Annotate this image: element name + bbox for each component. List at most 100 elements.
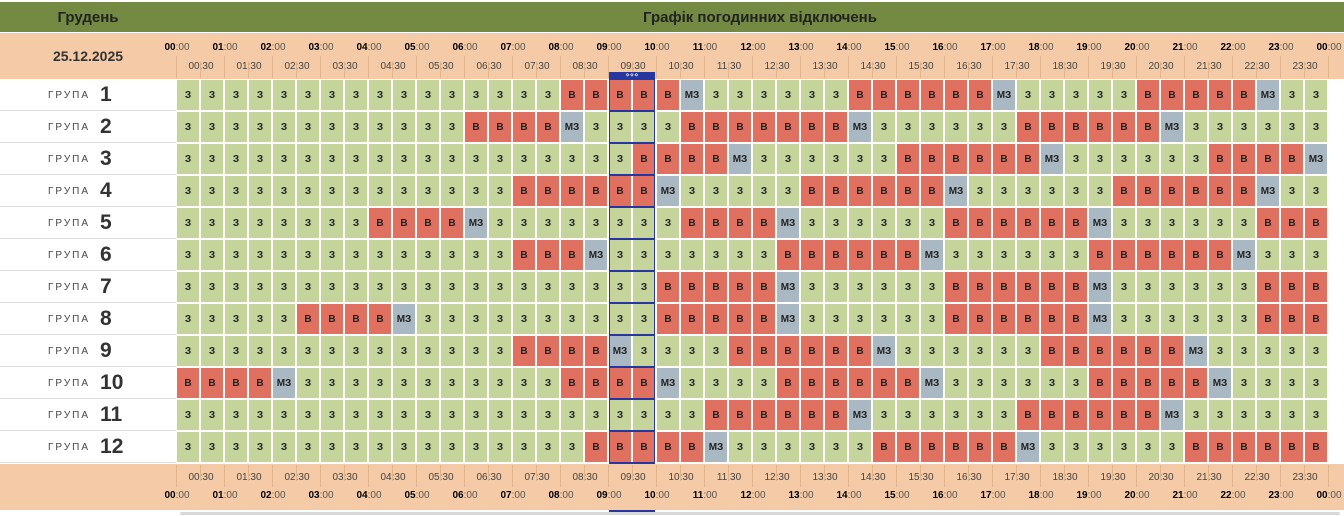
slot-cell[interactable]: З xyxy=(1209,336,1232,367)
slot-cell[interactable]: З xyxy=(609,144,632,175)
slot-cell[interactable]: З xyxy=(1233,208,1256,239)
slot-cell[interactable]: З xyxy=(537,208,560,239)
slot-cell[interactable]: З xyxy=(441,304,464,335)
slot-cell[interactable]: МЗ xyxy=(945,176,968,207)
slot-cell[interactable]: З xyxy=(369,272,392,303)
slot-cell[interactable]: З xyxy=(321,336,344,367)
slot-cell[interactable]: В xyxy=(369,208,392,239)
slot-cell[interactable]: В xyxy=(753,208,776,239)
slot-cell[interactable]: З xyxy=(537,144,560,175)
slot-cell[interactable]: З xyxy=(657,400,680,431)
slot-cell[interactable]: З xyxy=(369,240,392,271)
slot-cell[interactable]: З xyxy=(369,400,392,431)
slot-cell[interactable]: З xyxy=(993,240,1016,271)
slot-cell[interactable]: З xyxy=(489,80,512,111)
slot-cell[interactable]: З xyxy=(297,176,320,207)
slot-cell[interactable]: З xyxy=(561,400,584,431)
slot-cell[interactable]: З xyxy=(1089,144,1112,175)
slot-cell[interactable]: МЗ xyxy=(849,400,872,431)
slot-cell[interactable]: З xyxy=(585,112,608,143)
slot-cell[interactable]: З xyxy=(777,176,800,207)
slot-cell[interactable]: З xyxy=(1305,336,1328,367)
slot-cell[interactable]: В xyxy=(1257,304,1280,335)
slot-cell[interactable]: З xyxy=(753,432,776,463)
slot-cell[interactable]: З xyxy=(657,336,680,367)
slot-cell[interactable]: З xyxy=(1281,80,1304,111)
slot-cell[interactable]: З xyxy=(681,176,704,207)
slot-cell[interactable]: З xyxy=(1161,304,1184,335)
slot-cell[interactable]: З xyxy=(321,144,344,175)
slot-cell[interactable]: З xyxy=(1185,272,1208,303)
slot-cell[interactable]: В xyxy=(1185,240,1208,271)
slot-cell[interactable]: З xyxy=(1185,112,1208,143)
slot-cell[interactable]: З xyxy=(177,80,200,111)
slot-cell[interactable]: З xyxy=(1233,304,1256,335)
slot-cell[interactable]: МЗ xyxy=(705,432,728,463)
slot-cell[interactable]: З xyxy=(1065,368,1088,399)
slot-cell[interactable]: З xyxy=(297,240,320,271)
slot-cell[interactable]: В xyxy=(1065,336,1088,367)
slot-cell[interactable]: З xyxy=(201,336,224,367)
slot-cell[interactable]: З xyxy=(489,400,512,431)
slot-cell[interactable]: МЗ xyxy=(1017,432,1040,463)
slot-cell[interactable]: В xyxy=(1113,176,1136,207)
slot-cell[interactable]: З xyxy=(465,400,488,431)
slot-cell[interactable]: В xyxy=(657,304,680,335)
slot-cell[interactable]: З xyxy=(273,400,296,431)
slot-cell[interactable]: В xyxy=(777,112,800,143)
slot-cell[interactable]: З xyxy=(297,432,320,463)
slot-cell[interactable]: В xyxy=(921,80,944,111)
slot-cell[interactable]: В xyxy=(1065,400,1088,431)
slot-cell[interactable]: З xyxy=(705,80,728,111)
slot-cell[interactable]: З xyxy=(225,272,248,303)
slot-cell[interactable]: МЗ xyxy=(681,80,704,111)
slot-cell[interactable]: З xyxy=(633,112,656,143)
slot-cell[interactable]: В xyxy=(801,176,824,207)
slot-cell[interactable]: В xyxy=(1185,176,1208,207)
slot-cell[interactable]: З xyxy=(537,272,560,303)
slot-cell[interactable]: В xyxy=(801,336,824,367)
slot-cell[interactable]: В xyxy=(633,144,656,175)
slot-cell[interactable]: В xyxy=(729,304,752,335)
slot-cell[interactable]: В xyxy=(1257,272,1280,303)
slot-cell[interactable]: З xyxy=(225,80,248,111)
slot-cell[interactable]: З xyxy=(513,208,536,239)
slot-cell[interactable]: З xyxy=(225,400,248,431)
slot-cell[interactable]: З xyxy=(1113,208,1136,239)
slot-cell[interactable]: З xyxy=(801,432,824,463)
slot-cell[interactable]: В xyxy=(993,272,1016,303)
schedule-date[interactable]: 25.12.2025 xyxy=(52,48,124,64)
slot-cell[interactable]: З xyxy=(201,112,224,143)
slot-cell[interactable]: З xyxy=(825,144,848,175)
slot-cell[interactable]: В xyxy=(1137,240,1160,271)
slot-cell[interactable]: З xyxy=(825,304,848,335)
slot-cell[interactable]: В xyxy=(1233,144,1256,175)
slot-cell[interactable]: В xyxy=(1257,208,1280,239)
slot-cell[interactable]: З xyxy=(441,240,464,271)
slot-cell[interactable]: З xyxy=(297,80,320,111)
slot-cell[interactable]: З xyxy=(729,176,752,207)
slot-cell[interactable]: В xyxy=(1041,304,1064,335)
slot-cell[interactable]: З xyxy=(633,208,656,239)
slot-cell[interactable]: В xyxy=(753,272,776,303)
slot-cell[interactable]: В xyxy=(561,336,584,367)
slot-cell[interactable]: З xyxy=(585,272,608,303)
slot-cell[interactable]: З xyxy=(1281,176,1304,207)
slot-cell[interactable]: В xyxy=(225,368,248,399)
slot-cell[interactable]: З xyxy=(633,240,656,271)
slot-cell[interactable]: В xyxy=(1185,432,1208,463)
slot-cell[interactable]: З xyxy=(417,240,440,271)
slot-cell[interactable]: З xyxy=(945,336,968,367)
slot-cell[interactable]: З xyxy=(465,176,488,207)
slot-cell[interactable]: З xyxy=(489,368,512,399)
slot-cell[interactable]: В xyxy=(1089,336,1112,367)
slot-cell[interactable]: З xyxy=(1161,208,1184,239)
horizontal-scrollbar[interactable] xyxy=(180,512,1340,515)
slot-cell[interactable]: З xyxy=(801,208,824,239)
slot-cell[interactable]: В xyxy=(753,336,776,367)
slot-cell[interactable]: В xyxy=(753,400,776,431)
slot-cell[interactable]: В xyxy=(537,176,560,207)
slot-cell[interactable]: З xyxy=(393,144,416,175)
slot-cell[interactable]: З xyxy=(1113,272,1136,303)
slot-cell[interactable]: В xyxy=(1281,272,1304,303)
